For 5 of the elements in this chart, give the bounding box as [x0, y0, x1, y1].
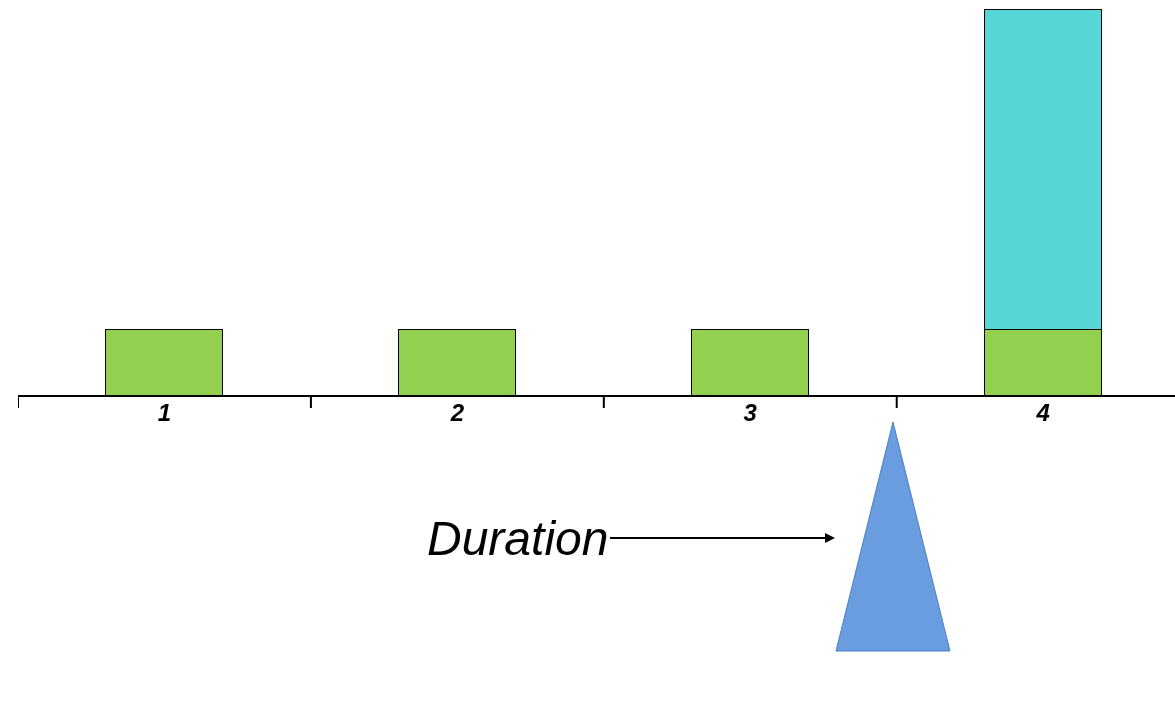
x-tick-label: 1	[157, 399, 172, 426]
text: Duration	[427, 512, 609, 565]
x-tick-label: 2	[449, 399, 465, 426]
x-tick-label: 4	[1035, 399, 1050, 426]
x-tick-label: 3	[743, 399, 758, 426]
